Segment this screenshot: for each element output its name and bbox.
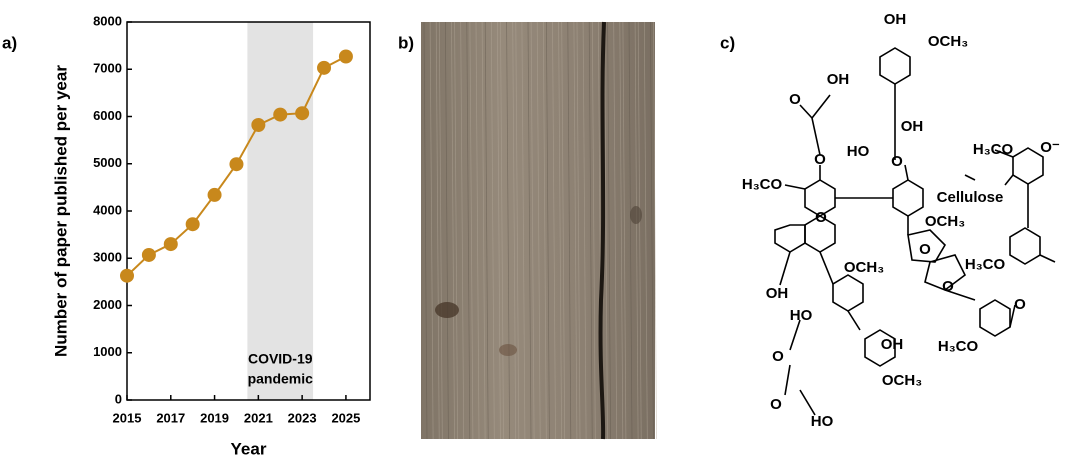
point <box>317 61 331 75</box>
point <box>295 106 309 120</box>
panel-label: b) <box>398 33 414 52</box>
structure-label: OH <box>884 11 907 28</box>
point <box>186 217 200 231</box>
x-tick-label: 2023 <box>288 410 317 425</box>
y-axis-title: Number of paper published per year <box>51 65 70 357</box>
wood-knot <box>499 344 517 356</box>
structure-label: OCH₃ <box>928 33 968 50</box>
y-tick-label: 0 <box>115 391 122 406</box>
annotation: COVID-19 <box>248 351 313 367</box>
structure-label: Cellulose <box>937 189 1004 206</box>
annotation: pandemic <box>248 371 314 387</box>
y-tick-label: 1000 <box>93 344 122 359</box>
point <box>339 49 353 63</box>
structure-label: OH <box>827 71 850 88</box>
structure-label: O <box>789 91 801 108</box>
panel-c: OHOCH₃OOHOHHOOOH₃COH₃COO⁻CelluloseOCH₃OO… <box>742 11 1060 430</box>
wood-knot <box>435 302 459 318</box>
point <box>208 188 222 202</box>
x-tick-label: 2025 <box>331 410 360 425</box>
x-tick-label: 2019 <box>200 410 229 425</box>
structure-label: O <box>815 209 827 226</box>
panel-b <box>421 22 657 439</box>
structure-label: O <box>772 348 784 365</box>
structure-label: HO <box>811 413 834 430</box>
structure-label: H₃CO <box>742 176 783 193</box>
structure-label: OCH₃ <box>844 259 884 276</box>
structure-label: OH <box>901 118 924 135</box>
x-axis-title: Year <box>231 439 267 458</box>
y-tick-label: 7000 <box>93 61 122 76</box>
structure-label: OCH₃ <box>882 372 922 389</box>
figure: COVID-19 pandemic 0 1000 2000 3000 4000 5000 600… <box>0 0 1066 461</box>
point <box>142 248 156 262</box>
chemical-bonds <box>775 48 1055 415</box>
structure-label: OH <box>766 285 789 302</box>
structure-label: HO <box>790 307 813 324</box>
structure-label: H₃CO <box>973 141 1014 158</box>
structure-label: OH <box>881 336 904 353</box>
panel-label: a) <box>2 33 17 52</box>
structure-label: O <box>814 151 826 168</box>
structure-label: H₃CO <box>965 256 1006 273</box>
point <box>229 157 243 171</box>
point <box>120 269 134 283</box>
panel-label: c) <box>720 33 735 52</box>
panel-a: COVID-19 pandemic 0 1000 2000 3000 4000 5000 600… <box>51 13 370 458</box>
y-tick-label: 8000 <box>93 13 122 28</box>
wood-knot <box>630 206 642 224</box>
structure-label: O <box>1014 296 1026 313</box>
structure-label: O <box>919 241 931 258</box>
structure-label: OCH₃ <box>925 213 965 230</box>
x-tick-label: 2021 <box>244 410 273 425</box>
shaded-span <box>247 22 313 400</box>
structure-label: O <box>942 278 954 295</box>
y-tick-label: 2000 <box>93 297 122 312</box>
x-tick-label: 2015 <box>113 410 142 425</box>
x-tick-label: 2017 <box>156 410 185 425</box>
structure-label: O <box>770 396 782 413</box>
structure-label: HO <box>847 143 870 160</box>
structure-label: O⁻ <box>1040 139 1060 156</box>
y-tick-label: 6000 <box>93 108 122 123</box>
y-tick-label: 3000 <box>93 250 122 265</box>
structure-label: O <box>891 153 903 170</box>
point <box>164 237 178 251</box>
structure-label: H₃CO <box>938 338 979 355</box>
y-tick-label: 5000 <box>93 155 122 170</box>
point <box>251 118 265 132</box>
point <box>273 108 287 122</box>
y-tick-label: 4000 <box>93 202 122 217</box>
